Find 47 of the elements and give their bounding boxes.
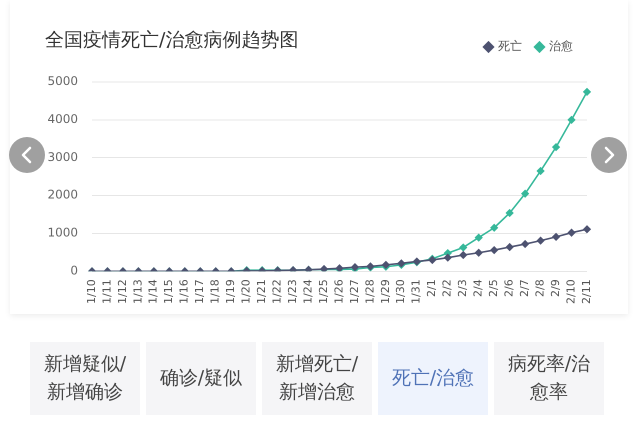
x-tick-label: 1/22 — [270, 279, 284, 304]
y-tick-label: 5000 — [47, 74, 78, 88]
legend-label: 治愈 — [549, 39, 573, 54]
x-tick-label: 1/23 — [286, 279, 299, 304]
x-tick-label: 2/3 — [456, 279, 470, 297]
y-tick-label: 4000 — [47, 112, 78, 126]
y-tick-label: 1000 — [47, 226, 78, 240]
x-tick-label: 1/24 — [301, 279, 314, 304]
x-tick-label: 2/10 — [564, 279, 578, 304]
x-tick-label: 1/18 — [208, 279, 222, 304]
x-tick-label: 2/4 — [472, 279, 485, 297]
x-tick-label: 1/15 — [162, 279, 176, 304]
chart-title: 全国疫情死亡/治愈病例趋势图 — [45, 28, 298, 53]
x-tick-label: 1/16 — [178, 279, 191, 304]
text: 死亡/治愈 — [392, 366, 474, 391]
x-tick-label: 2/6 — [502, 279, 516, 297]
x-tick-label: 1/30 — [394, 279, 408, 304]
x-tick-label: 1/29 — [378, 279, 392, 304]
x-tick-label: 1/17 — [193, 279, 206, 304]
x-tick-label: 2/5 — [487, 279, 500, 297]
text: 新增死亡/新增治愈 — [274, 352, 360, 404]
x-tick-label: 1/28 — [363, 279, 376, 304]
text: 病死率/治愈率 — [506, 352, 592, 404]
x-tick-label: 1/26 — [332, 279, 346, 304]
x-tick-label: 1/12 — [116, 279, 129, 304]
x-tick-label: 1/27 — [348, 279, 361, 304]
y-tick-label: 0 — [70, 263, 78, 278]
x-tick-label: 2/2 — [440, 279, 454, 297]
x-tick-label: 1/31 — [410, 279, 423, 304]
text: 确诊/疑似 — [160, 366, 242, 391]
x-tick-label: 1/21 — [255, 279, 268, 304]
text: 新增疑似/新增确诊 — [42, 352, 128, 404]
x-tick-label: 1/11 — [100, 279, 114, 304]
x-tick-label: 2/8 — [533, 279, 546, 297]
x-tick-label: 1/13 — [131, 279, 144, 304]
x-tick-label: 1/14 — [146, 279, 160, 304]
x-tick-label: 2/11 — [580, 279, 593, 304]
x-tick-label: 1/25 — [316, 279, 330, 304]
x-tick-label: 1/20 — [240, 279, 253, 304]
y-tick-label: 3000 — [47, 150, 78, 164]
x-tick-label: 2/7 — [518, 279, 531, 297]
x-tick-label: 2/9 — [548, 279, 562, 297]
x-tick-label: 2/1 — [425, 279, 438, 297]
x-tick-label: 1/10 — [84, 279, 98, 304]
legend-label: 死亡 — [498, 39, 522, 54]
y-tick-label: 2000 — [47, 188, 78, 202]
x-tick-label: 1/19 — [224, 279, 238, 304]
